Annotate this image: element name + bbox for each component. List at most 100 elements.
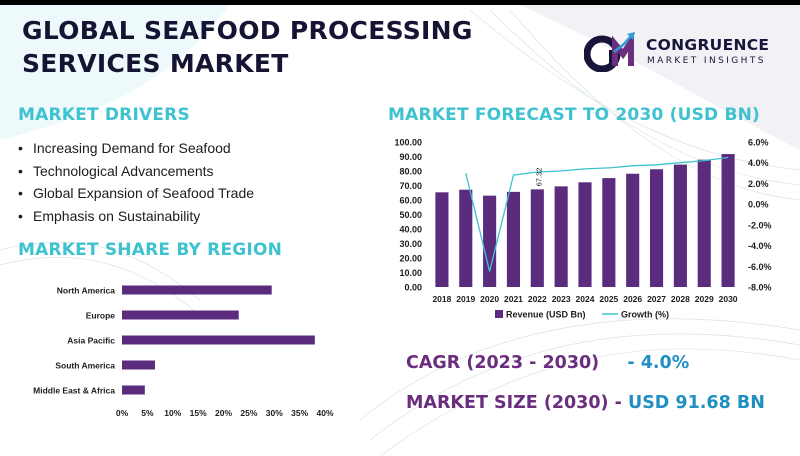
- page-title: GLOBAL SEAFOOD PROCESSING SERVICES MARKE…: [22, 14, 562, 80]
- x-tick-label: 2024: [576, 294, 595, 304]
- market-size-label: MARKET SIZE (2030) -: [406, 393, 622, 413]
- revenue-bar: [554, 186, 568, 287]
- driver-item: • Global Expansion of Seafood Trade: [18, 182, 254, 205]
- y-right-tick-label: -4.0%: [748, 241, 772, 251]
- revenue-bar: [697, 159, 711, 287]
- growth-arrow-icon: [584, 32, 635, 72]
- market-drivers-list: • Increasing Demand for Seafood • Technolog…: [18, 137, 254, 227]
- x-tick-label: 10%: [164, 408, 181, 418]
- y-left-tick-label: 10.00: [399, 268, 422, 278]
- driver-item: • Emphasis on Sustainability: [18, 205, 254, 228]
- x-tick-label: 2025: [599, 294, 618, 304]
- y-right-tick-label: 0.0%: [748, 200, 769, 210]
- market-drivers-heading: MARKET DRIVERS: [18, 105, 190, 125]
- y-right-tick-label: -2.0%: [748, 220, 772, 230]
- logo-name: CONGRUENCE: [646, 36, 770, 54]
- driver-label: Emphasis on Sustainability: [33, 207, 201, 224]
- revenue-bar: [721, 154, 735, 287]
- y-left-tick-label: 20.00: [399, 254, 422, 264]
- region-bar: [122, 385, 145, 395]
- driver-label: Global Expansion of Seafood Trade: [33, 185, 255, 201]
- y-left-tick-label: 30.00: [399, 239, 422, 249]
- revenue-bar: [483, 195, 497, 287]
- region-bar: [122, 285, 272, 295]
- y-right-tick-label: 2.0%: [748, 179, 769, 189]
- region-bar: [122, 335, 315, 345]
- revenue-bar: [435, 192, 449, 287]
- data-label: 67.32: [534, 168, 543, 187]
- region-bar: [122, 310, 239, 320]
- y-left-tick-label: 70.00: [399, 181, 422, 191]
- x-tick-label: 15%: [190, 408, 207, 418]
- market-forecast-heading: MARKET FORECAST TO 2030 (USD BN): [388, 105, 761, 125]
- x-tick-label: 2018: [432, 294, 451, 304]
- market-share-heading: MARKET SHARE BY REGION: [18, 240, 283, 260]
- legend-revenue-swatch: [495, 310, 503, 318]
- y-left-tick-label: 60.00: [399, 196, 422, 206]
- y-right-tick-label: 4.0%: [748, 158, 769, 168]
- bullet-icon: •: [18, 162, 23, 179]
- y-right-tick-label: 6.0%: [748, 138, 769, 148]
- x-tick-label: 2026: [623, 294, 642, 304]
- y-left-tick-label: 100.00: [394, 138, 422, 148]
- driver-label: Increasing Demand for Seafood: [33, 140, 231, 156]
- title-line-2: SERVICES MARKET: [22, 49, 289, 78]
- revenue-bar: [673, 164, 687, 287]
- x-tick-label: 0%: [116, 408, 129, 418]
- y-left-tick-label: 0.00: [404, 283, 422, 293]
- cagr-stat: CAGR (2023 - 2030) - 4.0%: [406, 353, 689, 373]
- cagr-label: CAGR (2023 - 2030): [406, 353, 600, 373]
- region-label: Europe: [86, 311, 116, 321]
- y-left-tick-label: 50.00: [399, 210, 422, 220]
- revenue-bar: [649, 169, 664, 287]
- x-tick-label: 2019: [456, 294, 475, 304]
- top-border: [0, 0, 800, 5]
- x-tick-label: 25%: [240, 408, 257, 418]
- x-tick-label: 5%: [141, 408, 154, 418]
- revenue-bar: [578, 182, 592, 287]
- x-tick-label: 40%: [316, 408, 333, 418]
- x-tick-label: 2028: [671, 294, 690, 304]
- bullet-icon: •: [18, 140, 23, 156]
- x-tick-label: 2027: [647, 294, 666, 304]
- bullet-icon: •: [18, 207, 23, 224]
- x-tick-label: 2030: [719, 294, 738, 304]
- revenue-bar: [530, 189, 544, 287]
- growth-line: [465, 156, 729, 272]
- market-size-value: USD 91.68 BN: [627, 393, 765, 413]
- y-left-tick-label: 90.00: [399, 152, 422, 162]
- driver-item: • Increasing Demand for Seafood: [18, 137, 254, 160]
- y-right-tick-label: -6.0%: [748, 262, 772, 272]
- market-size-stat: MARKET SIZE (2030) - USD 91.68 BN: [406, 393, 765, 413]
- market-forecast-chart: 100.00 90.00 80.00 70.00 60.00 50.00 40.00 30.0…: [394, 138, 772, 320]
- revenue-bar: [602, 178, 616, 287]
- region-label: South America: [55, 361, 115, 371]
- y-left-tick-label: 40.00: [399, 225, 422, 235]
- title-line-1: GLOBAL SEAFOOD PROCESSING: [22, 16, 473, 45]
- bullet-icon: •: [18, 185, 23, 201]
- x-tick-label: 2029: [695, 294, 714, 304]
- region-label: Middle East & Africa: [33, 386, 115, 396]
- revenue-bar: [506, 191, 521, 287]
- revenue-bar: [626, 173, 640, 287]
- region-bar: [122, 360, 155, 370]
- x-tick-label: 30%: [266, 408, 283, 418]
- x-tick-label: 2020: [480, 294, 499, 304]
- driver-item: • Technological Advancements: [18, 160, 254, 183]
- legend-growth-label: Growth (%): [621, 310, 669, 320]
- x-tick-label: 2023: [552, 294, 571, 304]
- x-tick-label: 2021: [504, 294, 523, 304]
- logo-subtitle: MARKET INSIGHTS: [647, 56, 766, 66]
- cagr-value: - 4.0%: [627, 353, 690, 373]
- y-right-tick-label: -8.0%: [748, 283, 772, 293]
- driver-label: Technological Advancements: [33, 162, 214, 179]
- company-logo: CONGRUENCE MARKET INSIGHTS: [584, 30, 784, 72]
- x-tick-label: 2022: [528, 294, 547, 304]
- market-share-chart: North America Europe Asia Pacific South Ame…: [33, 285, 334, 418]
- x-tick-label: 20%: [215, 408, 232, 418]
- revenue-bar: [459, 189, 473, 287]
- region-label: Asia Pacific: [67, 336, 115, 346]
- x-tick-label: 35%: [291, 408, 308, 418]
- legend-revenue-label: Revenue (USD Bn): [506, 310, 586, 320]
